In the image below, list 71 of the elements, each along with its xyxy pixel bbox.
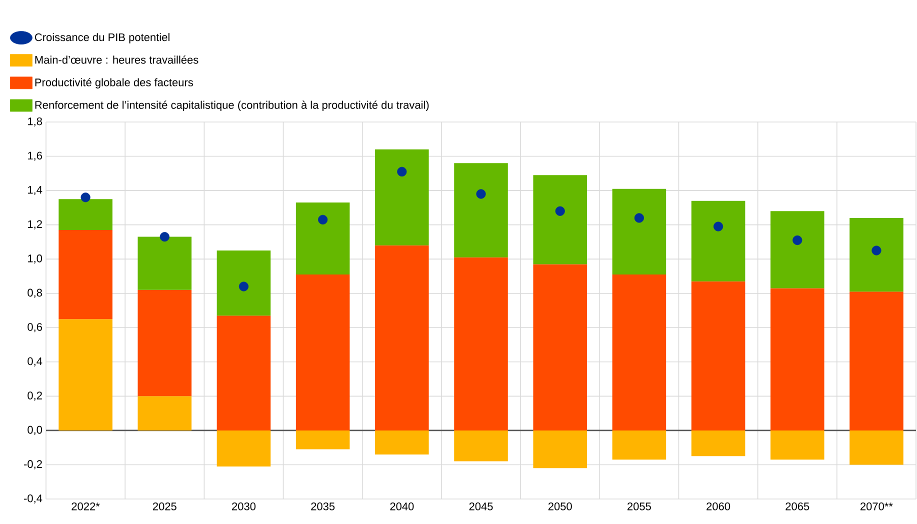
bar [138, 290, 192, 396]
bar [216, 316, 271, 430]
y-tick-label: 1,2 [28, 220, 42, 230]
x-tick-label: 2022* [72, 502, 100, 510]
legend-label: Croissance du PIB potentiel [34, 33, 170, 44]
y-tick-label: 0,6 [28, 323, 42, 332]
point [476, 189, 486, 199]
y-tick-label: -0,4 [24, 494, 42, 504]
x-tick-label: 2040 [390, 502, 414, 510]
bar [691, 200, 746, 282]
bar [533, 430, 587, 468]
point [792, 235, 802, 246]
legend-label: Main-d’œuvre : heures travaillées [35, 56, 198, 64]
bar [691, 430, 746, 456]
point [872, 246, 882, 256]
y-tick-label: 0,4 [28, 357, 42, 366]
y-tick-label: 1,8 [28, 117, 42, 127]
x-tick-label: 2025 [152, 502, 176, 510]
bar [216, 430, 271, 466]
bar [58, 230, 112, 320]
x-tick-label: 2055 [628, 502, 651, 510]
point [555, 206, 565, 216]
bar [612, 188, 666, 275]
bar [375, 245, 429, 430]
bar [691, 281, 746, 430]
bar [216, 250, 271, 316]
bar [454, 430, 508, 462]
bar [770, 211, 824, 288]
point [318, 214, 328, 224]
point [397, 166, 407, 176]
bar [138, 236, 192, 290]
bar [770, 430, 824, 460]
y-tick-label: 0,0 [28, 426, 42, 435]
y-tick-label: -0,2 [24, 460, 42, 470]
y-tick-label: 0,8 [28, 288, 42, 298]
bar [770, 288, 824, 430]
bar [612, 430, 666, 460]
bar [375, 430, 429, 454]
y-tick-label: 1,4 [28, 186, 42, 196]
bar [850, 292, 904, 430]
bar [612, 274, 666, 430]
point [634, 213, 644, 223]
legend-label: Renforcement de l’intensité capitalistique (contribution à la productivité du travail) [35, 100, 429, 112]
bar [58, 199, 112, 230]
x-tick-label: 2050 [548, 502, 572, 510]
bar [533, 264, 587, 430]
y-tick-label: 0,2 [28, 392, 42, 401]
x-tick-label: 2030 [232, 502, 256, 510]
y-tick-label: 1,0 [28, 254, 42, 264]
bar [296, 430, 350, 450]
x-tick-label: 2045 [469, 502, 493, 510]
x-tick-label: 2060 [706, 502, 730, 510]
bar [850, 430, 904, 465]
x-tick-label: 2070** [860, 502, 893, 510]
bar [138, 396, 192, 430]
bar [296, 274, 350, 430]
point [238, 282, 249, 292]
bar [454, 257, 508, 430]
x-tick-label: 2035 [311, 502, 335, 510]
y-tick-label: 1,6 [28, 152, 42, 161]
bar [296, 202, 350, 275]
point [160, 232, 170, 242]
point [80, 192, 90, 202]
bar [454, 163, 508, 258]
bar [58, 319, 112, 430]
bar [850, 218, 904, 292]
point [713, 222, 724, 232]
bar [375, 149, 429, 246]
legend-label: Productivité globale des facteurs [35, 78, 193, 88]
bar [533, 175, 587, 264]
x-tick-label: 2065 [786, 502, 810, 510]
